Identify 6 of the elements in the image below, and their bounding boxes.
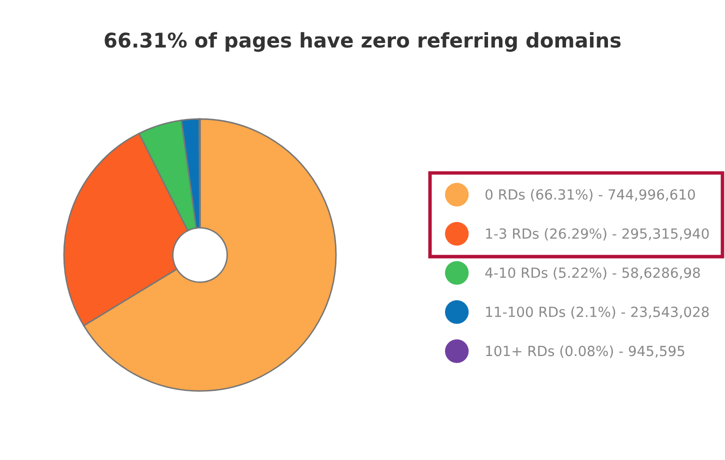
chart-title: 66.31% of pages have zero referring domains xyxy=(104,32,621,52)
legend-label: 1-3 RDs (26.29%) - 295,315,940 xyxy=(486,228,709,240)
legend-label: 11-100 RDs (2.1%) - 23,543,028 xyxy=(486,306,709,319)
legend-label: 4-10 RDs (5.22%) - 58,6286,98 xyxy=(485,267,700,280)
legend-label: 0 RDs (66.31%) - 744,996,610 xyxy=(486,188,695,202)
legend-label: 101+ RDs (0.08%) - 945,595 xyxy=(486,346,684,358)
